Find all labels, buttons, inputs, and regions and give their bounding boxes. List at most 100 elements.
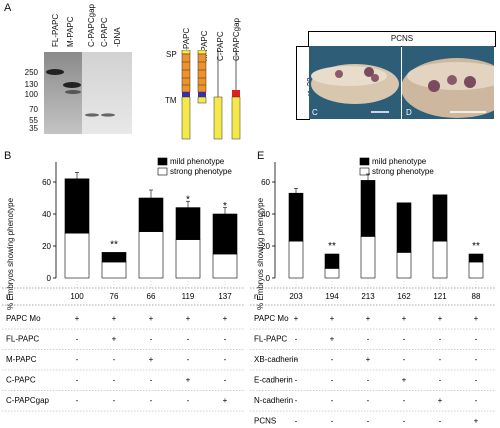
panel-letter-b: B [4, 150, 12, 162]
y-tick-label: 20 [42, 242, 51, 251]
mw-marker: 70 [29, 105, 38, 114]
bar-strong [212, 253, 238, 279]
bar-mild [64, 178, 90, 234]
blot-lane-label: M-PAPC [66, 16, 75, 47]
row-mark: - [76, 376, 79, 385]
n-value: 76 [110, 292, 119, 301]
bar-mild [212, 213, 238, 255]
n-value: 162 [397, 292, 411, 301]
y-tick-label: 40 [261, 210, 270, 219]
row-label: N-cadherin [254, 396, 293, 405]
row-label: M-PAPC [6, 355, 37, 364]
row-mark: + [438, 396, 443, 405]
row-mark: - [187, 396, 190, 405]
stage-box: st. 28 [296, 46, 315, 120]
y-tick-label: 40 [42, 210, 51, 219]
bar-mild [175, 207, 201, 240]
row-label: XB-cadherin [254, 355, 298, 364]
row-mark: - [331, 396, 334, 405]
row-mark: - [331, 417, 334, 426]
row-mark: - [187, 355, 190, 364]
row-mark: - [295, 355, 298, 364]
row-label: PAPC Mo [254, 314, 289, 323]
legend-swatch-strong [359, 167, 370, 176]
legend-swatch-strong [157, 167, 168, 176]
row-mark: - [403, 417, 406, 426]
significance-label: ** [110, 239, 118, 250]
band [46, 69, 64, 75]
n-value: 100 [70, 292, 84, 301]
row-label: PAPC Mo [6, 314, 41, 323]
row-mark: + [366, 314, 371, 323]
row-mark: - [76, 396, 79, 405]
legend-swatch-mild [157, 157, 168, 166]
row-label: C-PAPC [6, 376, 36, 385]
row-mark: + [223, 396, 228, 405]
n-value: 66 [147, 292, 156, 301]
row-mark: - [367, 396, 370, 405]
row-mark: - [475, 355, 478, 364]
row-mark: - [224, 355, 227, 364]
sub-label-d: D [406, 108, 412, 117]
row-mark: - [76, 355, 79, 364]
mw-marker: 130 [24, 80, 38, 89]
row-mark: - [150, 376, 153, 385]
significance-label: * [186, 195, 190, 206]
row-mark: - [113, 355, 116, 364]
row-mark: - [295, 376, 298, 385]
row-mark: + [330, 314, 335, 323]
row-mark: + [112, 335, 117, 344]
row-mark: + [366, 355, 371, 364]
panel-letter-e: E [257, 150, 265, 162]
row-mark: - [295, 396, 298, 405]
row-mark: - [367, 335, 370, 344]
row-mark: - [439, 376, 442, 385]
row-mark: - [331, 376, 334, 385]
row-label: FL-PAPC [254, 335, 287, 344]
blot-lane-label: C-PAPCgap [87, 4, 96, 47]
row-mark: + [474, 417, 479, 426]
n-value: 194 [325, 292, 339, 301]
mw-marker: 250 [24, 68, 38, 77]
n-label: n [6, 292, 10, 301]
row-mark: - [150, 335, 153, 344]
embryo-image-d [402, 46, 494, 119]
embryo-image-c [309, 46, 401, 119]
row-mark: - [113, 396, 116, 405]
row-mark: + [402, 314, 407, 323]
legend-label-strong: strong phenotype [170, 167, 232, 176]
row-label: FL-PAPC [6, 335, 39, 344]
row-mark: + [112, 314, 117, 323]
bar-mild [468, 253, 484, 263]
band [65, 90, 81, 94]
row-mark: - [475, 335, 478, 344]
bar-strong [288, 240, 304, 279]
blot-lane-label: C-PAPC [100, 17, 109, 47]
legend-label-strong: strong phenotype [372, 167, 434, 176]
n-value: 121 [433, 292, 447, 301]
row-mark: - [295, 417, 298, 426]
row-mark: + [330, 335, 335, 344]
row-mark: + [223, 314, 228, 323]
bar-strong [64, 232, 90, 279]
row-mark: - [367, 376, 370, 385]
y-tick-label: 60 [261, 178, 270, 187]
legend-label-mild: mild phenotype [170, 157, 225, 166]
mw-marker: 55 [29, 116, 38, 125]
row-mark: - [439, 417, 442, 426]
y-tick-label: 60 [42, 178, 51, 187]
bar-strong [468, 261, 484, 279]
row-mark: - [295, 335, 298, 344]
row-mark: - [113, 376, 116, 385]
row-mark: + [402, 376, 407, 385]
row-label: PCNS [254, 417, 276, 426]
bar-mild [288, 192, 304, 242]
bar-mild [138, 197, 164, 232]
row-mark: + [149, 355, 154, 364]
row-mark: - [224, 335, 227, 344]
row-mark: - [224, 376, 227, 385]
n-value: 119 [182, 292, 195, 301]
n-value: 213 [361, 292, 375, 301]
row-mark: - [403, 396, 406, 405]
band [101, 113, 115, 117]
